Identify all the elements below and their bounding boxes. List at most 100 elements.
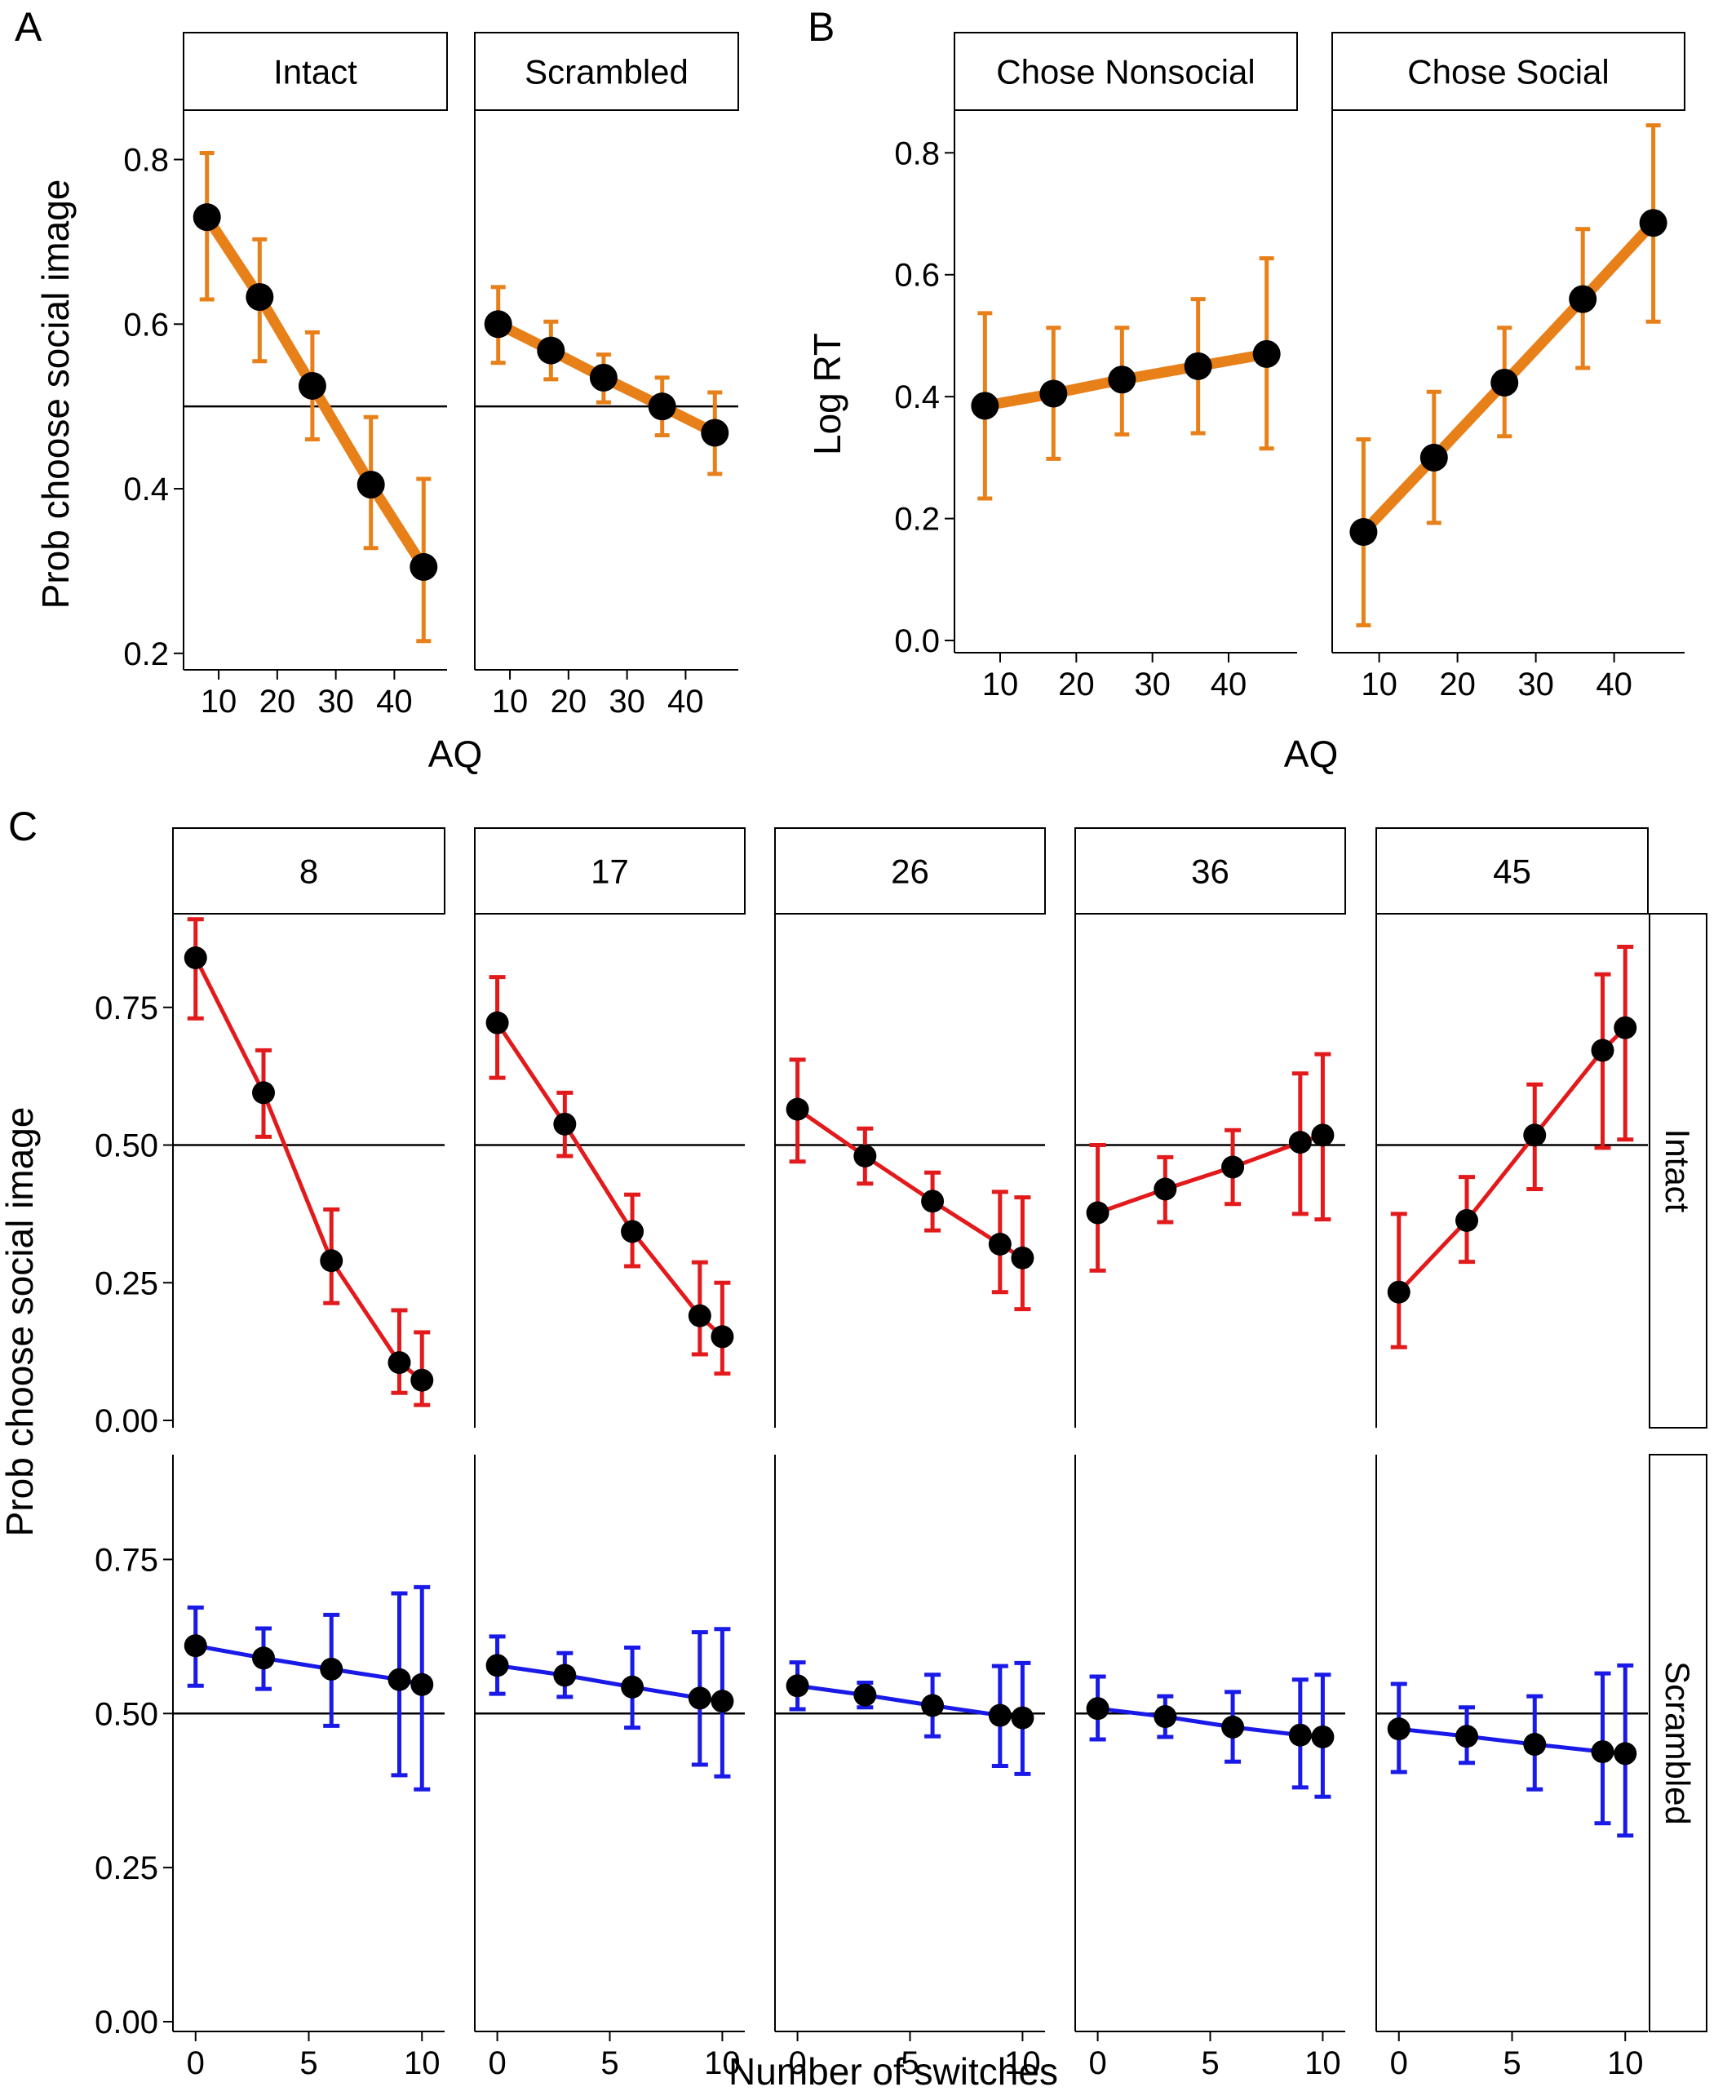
- chart-c-r1c4-panel: [1074, 914, 1345, 1428]
- chart-c-r1c3-series-point-2: [921, 1190, 945, 1213]
- chart-c-column-strip-2-label: 17: [591, 853, 629, 891]
- chart-c-r1c4-series-point-1: [1154, 1177, 1177, 1201]
- chart-c-row-2-y-tick-label-0: 0.00: [95, 2005, 158, 2040]
- chart-a-strip-1-label: Intact: [273, 53, 357, 91]
- panel-label-a: A: [15, 4, 42, 50]
- chart-c-r1c2-series-point-4: [711, 1325, 734, 1349]
- chart-c-r2c1-series-point-4: [410, 1672, 434, 1696]
- chart-c-row-1-y-tick-label-3: 0.75: [95, 990, 158, 1026]
- chart-c-r1c4-series-point-0: [1086, 1201, 1109, 1225]
- chart-a-panel-1-x-tick-label-1: 20: [259, 684, 296, 720]
- chart-c-r1c2-series-line: [495, 1021, 724, 1339]
- chart-c-row-strip-1-box: [1649, 913, 1707, 1429]
- chart-b-panel-1-series-point-1: [1039, 379, 1068, 408]
- chart-c-r2c3-series-point-2: [921, 1694, 945, 1717]
- chart-c-r1c4-series-point-4: [1311, 1123, 1335, 1147]
- chart-b-panel-2-series-point-1: [1419, 443, 1448, 472]
- chart-c-column-strip-3-label: 26: [891, 853, 929, 891]
- chart-b-panel-2-series-point-2: [1490, 368, 1519, 397]
- chart-c-r2c4-series-point-2: [1221, 1715, 1245, 1739]
- chart-a-panel-1: Intact 10 20 30 40 0.2 0.4 0.6 0.8: [123, 32, 448, 720]
- chart-c-r1c5-series-point-0: [1387, 1280, 1410, 1304]
- chart-c-r2c2-series-line: [497, 1663, 723, 1703]
- chart-a-strip-2-label: Scrambled: [525, 53, 689, 91]
- chart-a-panel-2-x-tick-label-3: 40: [667, 684, 704, 720]
- chart-c-r2c3-series-point-0: [786, 1674, 809, 1698]
- chart-c-r1c1-series-point-3: [388, 1351, 411, 1375]
- chart-b-panel-1-series-point-4: [1252, 339, 1281, 368]
- chart-c-r1c1-panel: 0.00 0.25 0.50 0.75: [95, 914, 445, 1439]
- chart-b-panel-1-x-tick-label-3: 40: [1211, 667, 1247, 702]
- chart-a-panel-1-series-point-0: [193, 203, 221, 232]
- chart-a-panel-2-series-point-4: [701, 419, 729, 447]
- chart-b-panel-2-x-tick-label-3: 40: [1596, 667, 1632, 702]
- chart-c-r2c3-panel: 0 5 10: [774, 1455, 1045, 2081]
- chart-a-panel-1-x-tick-label-0: 10: [201, 684, 237, 720]
- chart-c-r2c4-series-point-0: [1086, 1697, 1109, 1721]
- chart-c-r2c1-panel: 0 5 10 0.00 0.25 0.50 0.75: [95, 1455, 445, 2081]
- chart-c-column-strip-1-box: [172, 827, 445, 915]
- chart-c-r1c5-series-point-3: [1591, 1039, 1614, 1062]
- chart-a-strip-1-box: [183, 32, 448, 111]
- panel-label-c: C: [8, 804, 38, 849]
- chart-a-x-axis-title: AQ: [428, 733, 482, 775]
- chart-c-column-strip-5-box: [1375, 827, 1649, 915]
- chart-c-r2c3-x-tick-label-1: 5: [901, 2045, 919, 2081]
- chart-c-r1c2-series-point-2: [621, 1220, 644, 1243]
- chart-c-r2c5-x-tick-label-1: 5: [1503, 2045, 1521, 2081]
- chart-c-r2c4-x-tick-label-0: 0: [1088, 2045, 1106, 2081]
- chart-a-y-tick-label-2: 0.6: [123, 307, 169, 343]
- chart-c-r2c3-x-tick-label-2: 10: [1004, 2045, 1041, 2081]
- chart-b-y-tick-label-3: 0.6: [894, 258, 940, 294]
- chart-a-panel-1-series-point-4: [410, 552, 438, 581]
- chart-c-r1c1-series-point-1: [252, 1081, 275, 1105]
- chart-c-r2c4-panel: 0 5 10: [1074, 1455, 1345, 2081]
- chart-b-panel-2: Chose Social 10 20 30 40: [1331, 32, 1685, 702]
- chart-c-r2c2-series-point-2: [621, 1675, 644, 1699]
- chart-b-panel-1-series-point-3: [1184, 352, 1212, 380]
- chart-b-y-tick-label-2: 0.4: [894, 379, 940, 415]
- chart-c-r1c3-series-point-4: [1011, 1246, 1034, 1269]
- chart-c-r1c1-series-errorbar-4: [414, 1330, 431, 1407]
- chart-c-r1c5-series-point-1: [1455, 1208, 1478, 1232]
- chart-c-r2c5-x-tick-label-0: 0: [1390, 2045, 1408, 2081]
- chart-c-r1c3-panel: [774, 914, 1045, 1428]
- chart-c-column-strip-2-box: [474, 827, 746, 915]
- chart-b-x-axis-title: AQ: [1284, 733, 1338, 775]
- chart-c-column-strip-3-box: [774, 827, 1046, 915]
- chart-c-r2c1-x-tick-label-1: 5: [299, 2045, 317, 2081]
- chart-b-panel-2-x-tick-label-0: 10: [1361, 667, 1397, 702]
- chart-a-y-tick-label-1: 0.4: [123, 472, 169, 507]
- chart-c-r1c5-series-point-2: [1523, 1123, 1547, 1147]
- chart-c-r2c1-x-tick-label-2: 10: [404, 2045, 441, 2081]
- chart-c-r2c5-series-point-3: [1591, 1740, 1614, 1764]
- chart-c-r1c5-series-errorbar-0: [1390, 1212, 1407, 1349]
- chart-c-r2c5-series-point-4: [1614, 1742, 1637, 1766]
- chart-c-r2c2-x-tick-label-1: 5: [600, 2045, 618, 2081]
- chart-b-panel-2-x-tick-label-1: 20: [1439, 667, 1476, 702]
- chart-c-column-strip-5-label: 45: [1493, 853, 1531, 891]
- chart-a-panel-2-x-tick-label-1: 20: [551, 684, 587, 720]
- chart-c-r2c1-x-tick-label-0: 0: [187, 2045, 205, 2081]
- chart-a-y-axis-title: Prob choose social image: [34, 179, 77, 609]
- chart-a-panel-1-x-tick-label-2: 30: [317, 684, 354, 720]
- chart-a-panel-1-series-point-1: [246, 283, 274, 312]
- chart-b-y-tick-label-1: 0.2: [894, 502, 940, 538]
- chart-a-panel-1-x-tick-label-3: 40: [376, 684, 413, 720]
- chart-c-r2c3-series-point-1: [853, 1683, 877, 1707]
- chart-b-panel-2-x-tick-label-2: 30: [1517, 667, 1554, 702]
- chart-a-panel-2-series-point-2: [589, 363, 618, 392]
- panel-label-b: B: [808, 4, 835, 50]
- chart-c-x-axis-title: Number of switches: [728, 2050, 1058, 2093]
- chart-c-r2c3-x-tick-label-0: 0: [788, 2045, 806, 2081]
- chart-a-y-tick-label-3: 0.8: [123, 143, 169, 179]
- chart-c-y-axis-title: Prob choose social image: [0, 1107, 41, 1537]
- chart-b-panel-1-x-tick-label-2: 30: [1134, 667, 1171, 702]
- chart-b-panel-1-x-tick-label-0: 10: [982, 667, 1019, 702]
- chart-a-y-tick-label-0: 0.2: [123, 636, 169, 672]
- chart-c-r1c2-panel: [474, 914, 745, 1428]
- chart-c-r1c5-series-line: [1397, 1026, 1628, 1294]
- chart-c-r2c2-series-point-0: [485, 1654, 509, 1677]
